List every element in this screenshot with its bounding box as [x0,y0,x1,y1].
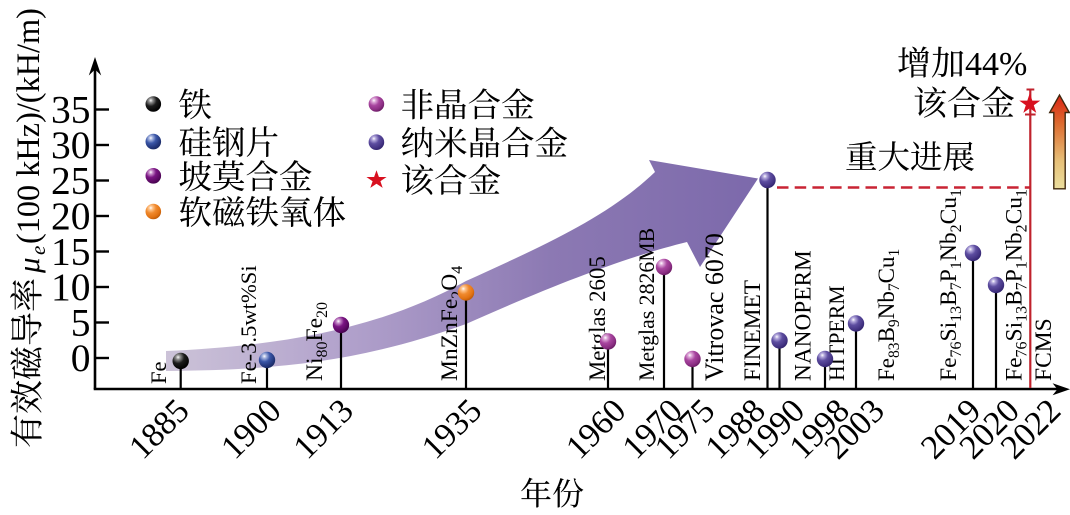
svg-text:25: 25 [51,159,91,203]
svg-text:FINEMET: FINEMET [740,280,766,381]
svg-text:Vitrovac 6070: Vitrovac 6070 [700,233,729,381]
svg-text:Metglas 2605: Metglas 2605 [585,256,610,381]
svg-text:(100 kHz)/(kH/m): (100 kHz)/(kH/m) [10,8,46,244]
svg-text:10: 10 [51,265,91,309]
svg-text:HITPERM: HITPERM [825,285,849,381]
svg-text:Fe: Fe [146,361,171,384]
svg-text:Fe76Si13B7P1Nb2Cu1: Fe76Si13B7P1Nb2Cu1 [1002,189,1031,381]
svg-text:5: 5 [71,301,91,345]
svg-text:30: 30 [51,123,91,167]
svg-text:MnZnFe2O4: MnZnFe2O4 [437,266,466,381]
svg-text:15: 15 [51,230,91,274]
svg-text:Metglas 2826MB: Metglas 2826MB [635,228,659,381]
svg-text:20: 20 [51,194,91,238]
svg-text:0: 0 [71,336,91,380]
svg-text:Fe76Si13B7P1Nb2Cu1: Fe76Si13B7P1Nb2Cu1 [936,189,965,381]
svg-text:Fe83B9Nb7Cu1: Fe83B9Nb7Cu1 [874,249,903,381]
svg-text:Fe-3.5wt%Si: Fe-3.5wt%Si [236,265,261,384]
svg-text:1885: 1885 [122,392,196,466]
svg-text:1935: 1935 [415,392,489,466]
svg-text:1960: 1960 [559,392,633,466]
svg-text:μ: μ [11,257,46,274]
svg-text:FCMS: FCMS [1031,318,1057,381]
svg-text:1900: 1900 [214,392,288,466]
svg-text:44%: 44% [965,46,1027,83]
svg-text:NANOPERM: NANOPERM [791,250,817,381]
svg-text:Ni80Fe20: Ni80Fe20 [302,302,331,381]
svg-text:35: 35 [51,88,91,132]
svg-text:e: e [26,246,50,255]
svg-text:1913: 1913 [287,392,361,466]
